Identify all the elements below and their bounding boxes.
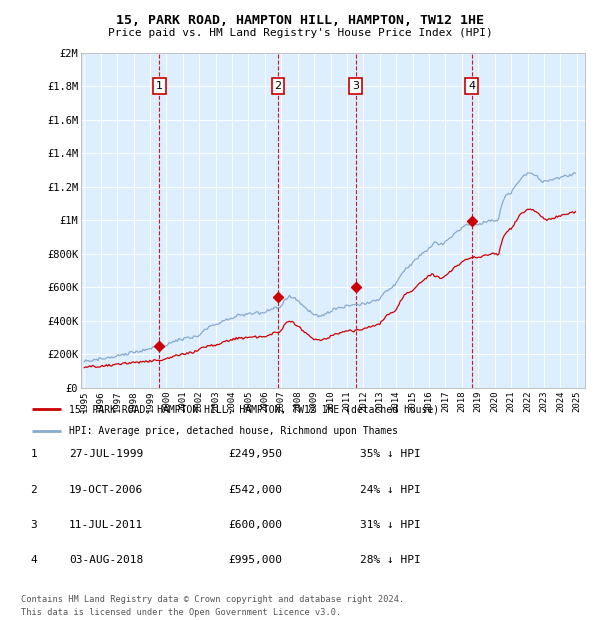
- Text: 11-JUL-2011: 11-JUL-2011: [69, 520, 143, 530]
- Text: 19-OCT-2006: 19-OCT-2006: [69, 485, 143, 495]
- Text: £600,000: £600,000: [228, 520, 282, 530]
- Text: 31% ↓ HPI: 31% ↓ HPI: [360, 520, 421, 530]
- Text: 2: 2: [274, 81, 281, 91]
- Text: 15, PARK ROAD, HAMPTON HILL, HAMPTON, TW12 1HE: 15, PARK ROAD, HAMPTON HILL, HAMPTON, TW…: [116, 14, 484, 27]
- Text: Contains HM Land Registry data © Crown copyright and database right 2024.
This d: Contains HM Land Registry data © Crown c…: [21, 595, 404, 617]
- Text: £249,950: £249,950: [228, 450, 282, 459]
- Text: 03-AUG-2018: 03-AUG-2018: [69, 556, 143, 565]
- Text: 2: 2: [30, 485, 37, 495]
- Text: 24% ↓ HPI: 24% ↓ HPI: [360, 485, 421, 495]
- Text: 3: 3: [352, 81, 359, 91]
- Text: HPI: Average price, detached house, Richmond upon Thames: HPI: Average price, detached house, Rich…: [69, 426, 398, 436]
- Text: 4: 4: [30, 556, 37, 565]
- Text: 15, PARK ROAD, HAMPTON HILL, HAMPTON, TW12 1HE (detached house): 15, PARK ROAD, HAMPTON HILL, HAMPTON, TW…: [69, 404, 439, 414]
- Text: 28% ↓ HPI: 28% ↓ HPI: [360, 556, 421, 565]
- Text: 1: 1: [156, 81, 163, 91]
- Text: 4: 4: [468, 81, 475, 91]
- Text: 35% ↓ HPI: 35% ↓ HPI: [360, 450, 421, 459]
- Text: 1: 1: [30, 450, 37, 459]
- Text: Price paid vs. HM Land Registry's House Price Index (HPI): Price paid vs. HM Land Registry's House …: [107, 28, 493, 38]
- Text: 3: 3: [30, 520, 37, 530]
- Text: 27-JUL-1999: 27-JUL-1999: [69, 450, 143, 459]
- Text: £542,000: £542,000: [228, 485, 282, 495]
- Text: £995,000: £995,000: [228, 556, 282, 565]
